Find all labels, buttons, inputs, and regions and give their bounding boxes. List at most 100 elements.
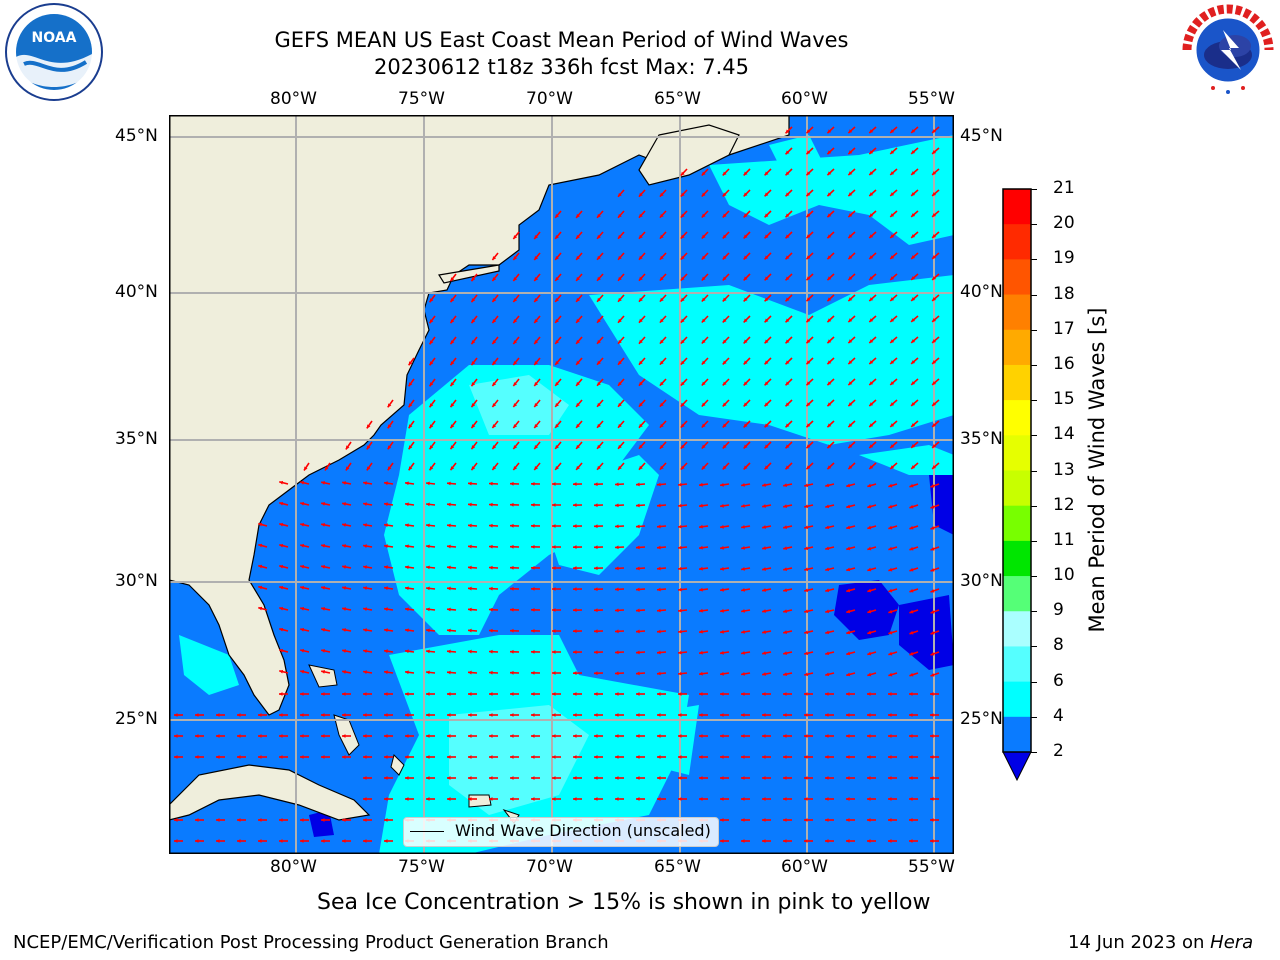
wave-arrow-head — [489, 797, 493, 801]
wave-arrow-head — [468, 481, 472, 486]
wave-arrow-head — [405, 713, 409, 717]
lat-tick-right: 30°N — [960, 571, 1003, 591]
wave-arrow-head — [279, 585, 284, 590]
wave-arrow-head — [825, 797, 829, 801]
wave-arrow-head — [785, 360, 790, 365]
wave-arrow-head — [468, 734, 472, 738]
wave-arrow-head — [932, 150, 937, 154]
wave-arrow-head — [848, 213, 853, 218]
wave-arrow-head — [699, 566, 703, 571]
wave-arrow-head — [363, 607, 367, 611]
wave-arrow-head — [785, 297, 790, 302]
wave-arrow-head — [657, 545, 661, 550]
wave-arrow-head — [930, 504, 935, 509]
wave-arrow-head — [492, 361, 497, 366]
wave-arrow-head — [534, 277, 538, 281]
wave-arrow-head — [657, 713, 661, 717]
wave-arrow-head — [722, 234, 727, 239]
wave-arrow-head — [618, 444, 622, 449]
wave-arrow-head — [426, 481, 430, 486]
wave-arrow-head — [555, 255, 559, 260]
wave-arrow-head — [447, 670, 451, 675]
wave-arrow-head — [513, 466, 518, 471]
wave-arrow-head — [555, 339, 559, 344]
wave-arrow-head — [825, 504, 830, 509]
wave-arrow-head — [825, 692, 829, 696]
wave-arrow-head — [405, 776, 409, 780]
wave-arrow-head — [762, 672, 766, 676]
wave-arrow-head — [659, 234, 664, 239]
colorbar-tick-mark — [1031, 505, 1037, 507]
wave-arrow-head — [258, 543, 263, 548]
wave-arrow-head — [804, 839, 808, 843]
wave-arrow-head — [384, 565, 388, 570]
noaa-logo-text: NOAA — [32, 30, 77, 46]
wave-arrow-head — [909, 734, 913, 738]
wave-arrow-head — [743, 360, 748, 365]
wave-arrow-head — [911, 234, 916, 238]
wave-arrow-head — [447, 607, 451, 612]
wave-arrow-head — [636, 671, 640, 676]
wave-arrow-head — [888, 672, 893, 677]
wave-arrow-head — [615, 482, 619, 487]
colorbar-segment — [1003, 646, 1031, 683]
wave-arrow-head — [888, 734, 892, 738]
wave-arrow-head — [785, 234, 790, 239]
wave-arrow-head — [659, 402, 664, 407]
wave-arrow-head — [450, 466, 455, 471]
wave-arrow-head — [471, 319, 476, 324]
wave-arrow-head — [930, 483, 935, 488]
lon-tick-top: 70°W — [526, 89, 573, 109]
wave-arrow-head — [576, 423, 580, 428]
wave-arrow-head — [636, 629, 640, 634]
lat-tick-left: 30°N — [115, 571, 158, 591]
wave-arrow-head — [468, 755, 472, 759]
wave-arrow-head — [555, 297, 559, 302]
land-cuba — [169, 764, 371, 821]
wave-arrow-head — [764, 381, 769, 386]
wave-arrow-head — [450, 445, 455, 450]
wave-arrow-head — [701, 402, 706, 407]
wave-arrow-head — [890, 381, 895, 385]
wave-arrow-head — [300, 692, 304, 696]
wave-arrow-head — [699, 692, 703, 696]
wave-arrow-head — [869, 402, 874, 407]
wave-arrow-head — [762, 546, 766, 550]
wave-arrow-head — [909, 651, 914, 656]
lon-tick-top: 55°W — [908, 89, 955, 109]
wave-arrow-head — [720, 566, 724, 571]
wave-arrow-head — [638, 276, 643, 281]
wave-arrow-head — [363, 481, 367, 485]
wave-arrow-head — [657, 776, 661, 780]
wave-arrow-head — [636, 650, 640, 655]
wave-arrow-head — [678, 776, 682, 780]
wave-arrow-head — [678, 650, 682, 655]
wave-arrow-head — [762, 692, 766, 696]
wave-arrow-head — [785, 255, 790, 260]
wave-arrow-head — [911, 171, 916, 175]
wave-arrow-head — [597, 213, 601, 218]
wave-arrow-head — [513, 319, 518, 324]
wave-arrow-head — [638, 297, 643, 302]
wave-arrow-head — [762, 630, 766, 634]
wave-arrow-head — [890, 213, 895, 217]
wave-arrow-head — [722, 444, 727, 449]
wave-arrow-head — [741, 525, 745, 529]
wave-arrow-head — [468, 670, 472, 675]
wave-arrow-head — [321, 607, 326, 611]
wave-arrow-head — [678, 545, 682, 550]
wave-arrow-head — [510, 692, 514, 696]
wave-arrow-head — [510, 755, 514, 759]
wave-arrow-head — [869, 213, 874, 218]
wave-arrow-head — [890, 444, 895, 448]
wave-arrow-head — [638, 465, 643, 470]
wave-arrow-head — [932, 255, 937, 259]
wave-arrow-head — [405, 649, 409, 654]
wave-arrow-head — [429, 382, 434, 387]
wave-arrow-head — [659, 423, 664, 428]
wave-arrow-head — [384, 797, 388, 801]
wave-arrow-head — [195, 755, 199, 759]
wave-arrow-head — [573, 692, 577, 696]
wave-arrow-head — [471, 445, 476, 450]
wave-arrow-head — [300, 818, 304, 822]
